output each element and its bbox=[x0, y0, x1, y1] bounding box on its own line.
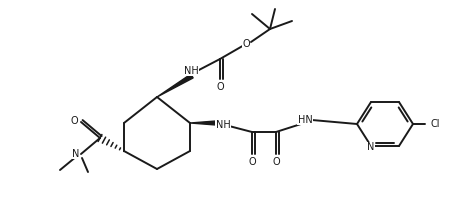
Text: N: N bbox=[72, 149, 80, 159]
Text: N: N bbox=[367, 142, 375, 152]
Text: Cl: Cl bbox=[430, 119, 440, 129]
Polygon shape bbox=[157, 74, 193, 97]
Polygon shape bbox=[190, 121, 219, 125]
Text: O: O bbox=[272, 157, 280, 167]
Text: O: O bbox=[242, 39, 250, 49]
Text: NH: NH bbox=[184, 66, 198, 76]
Text: NH: NH bbox=[216, 120, 230, 130]
Text: O: O bbox=[216, 82, 224, 92]
Text: O: O bbox=[248, 157, 256, 167]
Text: HN: HN bbox=[298, 115, 312, 125]
Text: O: O bbox=[70, 116, 78, 126]
